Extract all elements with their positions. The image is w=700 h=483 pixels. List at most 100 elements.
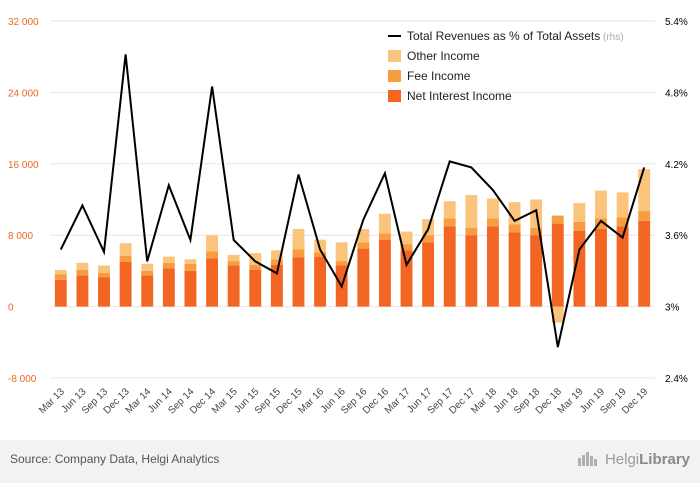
bar-segment <box>573 230 586 307</box>
y-tick-label: 8 000 <box>8 231 33 242</box>
bar-segment <box>595 218 607 229</box>
bar-segment <box>141 270 154 276</box>
y2-tick-label: 3.6% <box>665 231 688 242</box>
bar-segment <box>54 270 67 275</box>
bar-segment <box>292 228 305 250</box>
bar-segment <box>551 215 564 224</box>
y2-tick-label: 2.4% <box>665 374 688 385</box>
source-note: Source: Company Data, Helgi Analytics <box>10 452 220 466</box>
bar-segment <box>595 190 607 219</box>
bar-segment <box>249 253 262 265</box>
bar-segment <box>357 228 370 243</box>
bar-segment <box>314 256 327 307</box>
bar-segment <box>292 257 305 307</box>
bar-segment <box>76 275 89 307</box>
y-tick-label: 16 000 <box>8 160 39 171</box>
bar-segment <box>530 235 543 307</box>
y-tick-label: -8 000 <box>8 374 37 385</box>
brand-logo[interactable]: HelgiLibrary <box>577 450 690 468</box>
bar-segment <box>551 223 564 307</box>
chart-canvas: -8 000 0 8 000 16 000 24 000 32 000 2.4% 3% 3.6%… <box>8 17 688 417</box>
bar-segment <box>249 270 262 307</box>
bar-segment <box>335 261 348 266</box>
bar-segment <box>400 250 413 307</box>
legend-label: Net Interest Income <box>407 89 512 103</box>
bar-segment <box>638 169 651 212</box>
legend-label: Total Revenues as % of Total Assets (rhs… <box>407 29 624 43</box>
legend-note: (rhs) <box>600 32 623 43</box>
bar-segment <box>54 274 67 280</box>
bar-segment <box>465 195 478 229</box>
bar-segment <box>422 235 435 243</box>
bar-segment <box>119 243 132 256</box>
bar-segment <box>400 231 413 245</box>
bar-segment <box>422 242 435 307</box>
bar-segment <box>227 265 240 307</box>
y-tick-label: 24 000 <box>8 88 39 99</box>
brand-name-light: Helgi <box>604 450 640 468</box>
legend-box-swatch <box>388 70 401 82</box>
bar-segment <box>270 264 283 307</box>
bar-segment <box>335 242 348 262</box>
bar-segment <box>206 251 218 259</box>
bar-segment <box>616 226 629 307</box>
legend-label: Other Income <box>407 49 480 63</box>
bar-segment <box>400 244 413 251</box>
bar-segment <box>141 275 154 307</box>
bar-segment <box>141 263 154 271</box>
bar-segment <box>508 202 521 225</box>
bar-segment <box>487 198 499 219</box>
bar-segment <box>443 226 456 307</box>
bar-segment <box>551 306 564 323</box>
bar-segment <box>98 265 110 273</box>
bar-segment <box>378 213 391 234</box>
bar-segment <box>378 233 391 240</box>
bar-segment <box>443 201 456 219</box>
brand-name-bold: Library <box>639 450 690 468</box>
bar-segment <box>184 259 197 264</box>
y-tick-label: 0 <box>8 303 14 314</box>
y2-tick-label: 4.2% <box>665 160 688 171</box>
bar-segment <box>184 263 197 271</box>
bar-segment <box>76 262 89 271</box>
y2-tick-label: 4.8% <box>665 88 688 99</box>
bar-segment <box>227 254 240 262</box>
bar-segment <box>314 252 327 257</box>
bar-segment <box>616 217 629 227</box>
bar-segment <box>595 228 607 307</box>
bar-segment <box>98 277 110 307</box>
bar-segment <box>76 270 89 276</box>
bar-segment <box>206 258 218 307</box>
bar-segment <box>292 249 305 258</box>
bar-segment <box>638 220 651 307</box>
bar-segment <box>530 228 543 236</box>
y2-tick-label: 5.4% <box>665 17 688 28</box>
footer-bar: Source: Company Data, Helgi Analytics He… <box>0 440 700 483</box>
bar-segment <box>487 218 499 227</box>
bar-segment <box>119 261 132 307</box>
bar-segment <box>98 272 110 278</box>
bar-segment <box>508 232 521 307</box>
legend-box-swatch <box>388 90 401 102</box>
legend-box-swatch <box>388 50 401 62</box>
bar-segment <box>465 228 478 236</box>
bar-segment <box>465 235 478 307</box>
bar-segment <box>357 242 370 249</box>
bar-segment <box>508 224 521 233</box>
y2-tick-label: 3% <box>665 303 680 314</box>
bar-segment <box>573 221 586 231</box>
bar-segment <box>638 211 651 221</box>
bar-segment <box>249 264 262 271</box>
library-logo-icon <box>577 452 597 466</box>
bar-segment <box>227 261 240 266</box>
bar-segment <box>162 256 175 263</box>
bar-segment <box>184 270 197 307</box>
bar-segment <box>378 239 391 307</box>
bar-segment <box>270 259 283 265</box>
bar-segment <box>573 203 586 222</box>
bar-segment <box>162 268 175 307</box>
bar-segment <box>54 279 67 307</box>
bar-segment <box>616 192 629 218</box>
bar-segment <box>270 250 283 260</box>
bar-segment <box>162 262 175 269</box>
